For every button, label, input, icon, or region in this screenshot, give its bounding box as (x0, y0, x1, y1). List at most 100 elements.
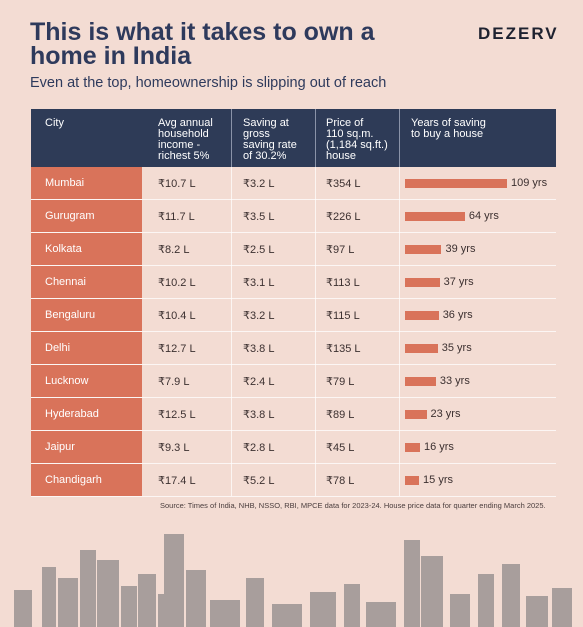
years-bar (405, 245, 442, 254)
price-value: ₹135 L (326, 343, 361, 355)
saving-value: ₹3.2 L (243, 178, 275, 190)
row-divider (31, 397, 556, 398)
row-divider (31, 265, 556, 266)
city-name: Lucknow (45, 375, 89, 387)
city-name: Jaipur (45, 441, 75, 453)
header-city: City (45, 117, 64, 129)
city-name: Hyderabad (45, 408, 99, 420)
saving-value: ₹5.2 L (243, 475, 275, 487)
years-label: 109 yrs (511, 177, 548, 189)
header-years: Years of saving to buy a house (411, 117, 486, 140)
row-divider (31, 232, 556, 233)
income-value: ₹7.9 L (158, 376, 190, 388)
saving-value: ₹3.1 L (243, 277, 275, 289)
table-row: Gurugram ₹11.7 L ₹3.5 L ₹226 L 64 yrs (31, 200, 556, 233)
years-label: 36 yrs (442, 309, 473, 321)
header-divider (231, 109, 232, 167)
column-divider (231, 167, 232, 496)
city-cell: Mumbai (31, 167, 142, 199)
price-value: ₹78 L (326, 475, 355, 487)
years-label: 37 yrs (443, 276, 474, 288)
income-value: ₹12.7 L (158, 343, 196, 355)
source-note: Source: Times of India, NHB, NSSO, RBI, … (160, 501, 546, 510)
years-bar (405, 212, 465, 221)
saving-value: ₹2.8 L (243, 442, 275, 454)
table-row: Chandigarh ₹17.4 L ₹5.2 L ₹78 L 15 yrs (31, 464, 556, 497)
table-row: Jaipur ₹9.3 L ₹2.8 L ₹45 L 16 yrs (31, 431, 556, 464)
column-divider (315, 167, 316, 496)
row-divider (31, 364, 556, 365)
saving-value: ₹2.5 L (243, 244, 275, 256)
years-bar (405, 344, 438, 353)
price-value: ₹226 L (326, 211, 361, 223)
years-label: 64 yrs (468, 210, 499, 222)
row-divider (31, 199, 556, 200)
income-value: ₹10.7 L (158, 178, 196, 190)
table-row: Lucknow ₹7.9 L ₹2.4 L ₹79 L 33 yrs (31, 365, 556, 398)
city-name: Bengaluru (45, 309, 96, 321)
city-cell: Hyderabad (31, 398, 142, 430)
city-name: Kolkata (45, 243, 82, 255)
city-skyline-illustration (14, 534, 572, 627)
page-subtitle: Even at the top, homeownership is slippi… (30, 75, 387, 91)
years-label: 33 yrs (439, 375, 470, 387)
city-cell: Gurugram (31, 200, 142, 232)
header-saving: Saving at gross saving rate of 30.2% (243, 117, 297, 162)
row-divider (31, 298, 556, 299)
table-row: Delhi ₹12.7 L ₹3.8 L ₹135 L 35 yrs (31, 332, 556, 365)
city-cell: Chandigarh (31, 464, 142, 496)
price-value: ₹115 L (326, 310, 360, 322)
table-row: Hyderabad ₹12.5 L ₹3.8 L ₹89 L 23 yrs (31, 398, 556, 431)
income-value: ₹11.7 L (158, 211, 195, 223)
housing-table: City Avg annual household income - riche… (31, 109, 556, 497)
table-row: Kolkata ₹8.2 L ₹2.5 L ₹97 L 39 yrs (31, 233, 556, 266)
income-value: ₹12.5 L (158, 409, 196, 421)
header-income: Avg annual household income - richest 5% (158, 117, 213, 162)
years-bar (405, 476, 420, 485)
price-value: ₹97 L (326, 244, 355, 256)
table-row: Mumbai ₹10.7 L ₹3.2 L ₹354 L 109 yrs (31, 167, 556, 200)
saving-value: ₹2.4 L (243, 376, 275, 388)
income-value: ₹8.2 L (158, 244, 190, 256)
saving-value: ₹3.8 L (243, 343, 275, 355)
price-value: ₹89 L (326, 409, 355, 421)
city-cell: Bengaluru (31, 299, 142, 331)
years-label: 39 yrs (445, 243, 476, 255)
years-bar (405, 278, 440, 287)
row-divider (31, 430, 556, 431)
city-name: Chandigarh (45, 474, 102, 486)
price-value: ₹45 L (326, 442, 355, 454)
years-bar (405, 377, 436, 386)
years-label: 15 yrs (423, 474, 453, 486)
city-name: Chennai (45, 276, 86, 288)
table-header: City Avg annual household income - riche… (31, 109, 556, 167)
saving-value: ₹3.2 L (243, 310, 275, 322)
column-divider (399, 167, 400, 496)
price-value: ₹79 L (326, 376, 355, 388)
city-cell: Delhi (31, 332, 142, 364)
price-value: ₹113 L (326, 277, 360, 289)
city-cell: Chennai (31, 266, 142, 298)
income-value: ₹10.4 L (158, 310, 196, 322)
table-row: Chennai ₹10.2 L ₹3.1 L ₹113 L 37 yrs (31, 266, 556, 299)
row-divider (31, 331, 556, 332)
years-bar (405, 179, 507, 188)
table-row: Bengaluru ₹10.4 L ₹3.2 L ₹115 L 36 yrs (31, 299, 556, 332)
city-cell: Jaipur (31, 431, 142, 463)
row-divider (31, 496, 556, 497)
years-label: 16 yrs (423, 441, 454, 453)
income-value: ₹17.4 L (158, 475, 196, 487)
years-bar (405, 311, 439, 320)
city-name: Mumbai (45, 177, 85, 189)
years-bar (405, 443, 420, 452)
brand-logo: DEZERV (478, 24, 559, 43)
price-value: ₹354 L (326, 178, 361, 190)
saving-value: ₹3.5 L (243, 211, 275, 223)
years-bar (405, 410, 427, 419)
page-title: This is what it takes to own a home in I… (30, 18, 375, 70)
city-name: Delhi (45, 342, 71, 354)
row-divider (31, 463, 556, 464)
header-divider (315, 109, 316, 167)
header-price: Price of 110 sq.m. (1,184 sq.ft.) house (326, 117, 388, 162)
income-value: ₹10.2 L (158, 277, 196, 289)
